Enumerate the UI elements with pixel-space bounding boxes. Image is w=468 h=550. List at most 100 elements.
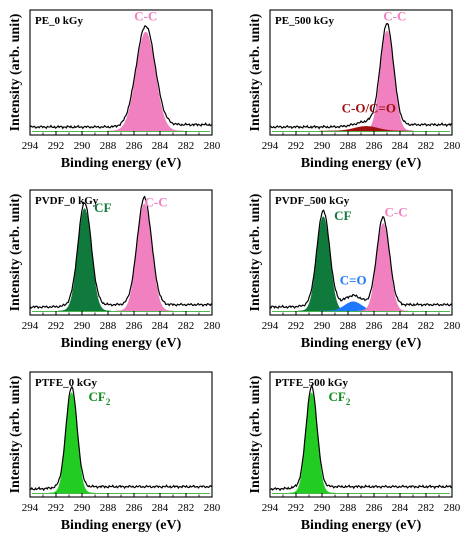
- peak-label: C-O/C=O: [342, 101, 396, 116]
- peak-label-cf2: CF2: [329, 389, 351, 407]
- x-tick-label: 286: [126, 320, 143, 332]
- peak-label-subscript: 2: [346, 397, 351, 407]
- x-tick-label: 282: [178, 502, 195, 514]
- x-tick-label: 294: [22, 502, 39, 514]
- x-tick-label: 286: [366, 502, 383, 514]
- x-tick-label: 284: [392, 140, 409, 152]
- peak-label: C-C: [134, 9, 157, 24]
- peak-fill-0: [58, 208, 111, 312]
- x-tick-label: 288: [340, 502, 357, 514]
- x-tick-label: 290: [74, 140, 91, 152]
- peak-label: C-C: [383, 9, 406, 24]
- peak-fill-0: [107, 31, 184, 132]
- x-axis-label: Binding energy (eV): [61, 336, 182, 351]
- panel-label: PE_500 kGy: [275, 15, 334, 27]
- x-tick-label: 288: [100, 502, 117, 514]
- x-tick-label: 294: [262, 502, 279, 514]
- peak-label: CF: [94, 200, 111, 215]
- y-axis-label: Intensity (arb. unit): [8, 193, 23, 311]
- x-tick-label: 290: [314, 502, 331, 514]
- peak-label-main: CF: [329, 389, 346, 404]
- plot-frame: [269, 189, 453, 316]
- x-tick-label: 290: [74, 502, 91, 514]
- x-tick-label: 284: [392, 502, 409, 514]
- peak-fill-1: [319, 126, 413, 132]
- x-tick-label: 286: [126, 502, 143, 514]
- peak-label-cf2: CF2: [89, 389, 111, 407]
- x-tick-label: 286: [366, 320, 383, 332]
- peak-label: C=O: [340, 273, 367, 288]
- y-axis-label: Intensity (arb. unit): [248, 375, 263, 493]
- x-axis-label: Binding energy (eV): [301, 156, 422, 171]
- x-tick-label: 292: [288, 320, 305, 332]
- panel-1: 294 292 290 288 286 284 282 280 Binding energy (…: [248, 9, 461, 171]
- y-axis-label: Intensity (arb. unit): [8, 13, 23, 131]
- x-tick-label: 288: [340, 140, 357, 152]
- x-tick-label: 288: [340, 320, 357, 332]
- x-tick-label: 294: [262, 140, 279, 152]
- panel-2: 294 292 290 288 286 284 282 280 Binding energy (…: [8, 189, 221, 351]
- peak-fill-0: [289, 392, 334, 494]
- y-axis-label: Intensity (arb. unit): [8, 375, 23, 493]
- panel-label: PTFE_500 kGy: [275, 377, 349, 389]
- x-tick-label: 286: [366, 140, 383, 152]
- x-tick-label: 284: [152, 140, 169, 152]
- x-tick-label: 280: [444, 502, 461, 514]
- y-axis-label: Intensity (arb. unit): [248, 13, 263, 131]
- panel-label: PE_0 kGy: [35, 15, 83, 27]
- peak-label: C-C: [385, 205, 408, 220]
- plot-frame: [29, 371, 213, 498]
- panel-4: 294 292 290 288 286 284 282 280 Binding energy (…: [8, 371, 221, 533]
- x-tick-label: 294: [22, 140, 39, 152]
- peak-label-main: CF: [89, 389, 106, 404]
- x-tick-label: 284: [152, 320, 169, 332]
- measured-curve: [269, 22, 453, 130]
- peak-fill-0: [360, 30, 414, 132]
- panel-5: 294 292 290 288 286 284 282 280 Binding energy (…: [248, 371, 461, 533]
- x-tick-label: 288: [100, 320, 117, 332]
- plot-frame: [29, 189, 213, 316]
- x-tick-label: 280: [204, 320, 221, 332]
- x-tick-label: 288: [100, 140, 117, 152]
- peak-label: C-C: [145, 194, 168, 209]
- x-tick-label: 292: [48, 140, 65, 152]
- measured-curve: [29, 385, 213, 492]
- y-axis-label: Intensity (arb. unit): [248, 193, 263, 311]
- x-tick-label: 290: [314, 140, 331, 152]
- peak-label: CF: [334, 208, 351, 223]
- panel-label: PVDF_0 kGy: [35, 195, 99, 207]
- peak-fill-1: [115, 203, 174, 312]
- x-tick-label: 294: [22, 320, 39, 332]
- peak-fill-0: [298, 216, 349, 312]
- x-tick-label: 292: [288, 140, 305, 152]
- x-tick-label: 286: [126, 140, 143, 152]
- plot-frame: [29, 9, 213, 136]
- x-tick-label: 282: [418, 140, 435, 152]
- panel-label: PTFE_0 kGy: [35, 377, 98, 389]
- measured-curve: [29, 25, 213, 130]
- x-tick-label: 280: [444, 320, 461, 332]
- peak-fill-2: [357, 223, 409, 312]
- x-tick-label: 280: [204, 502, 221, 514]
- measured-curve: [269, 209, 453, 309]
- x-axis-label: Binding energy (eV): [301, 336, 422, 351]
- x-tick-label: 280: [204, 140, 221, 152]
- plot-frame: [269, 9, 453, 136]
- x-tick-label: 292: [48, 320, 65, 332]
- x-tick-label: 292: [48, 502, 65, 514]
- x-tick-label: 290: [314, 320, 331, 332]
- panel-0: 294 292 290 288 286 284 282 280 Binding energy (…: [8, 9, 221, 171]
- panel-3: 294 292 290 288 286 284 282 280 Binding energy (…: [248, 189, 461, 351]
- plot-frame: [269, 371, 453, 498]
- x-tick-label: 282: [178, 320, 195, 332]
- measured-curve: [29, 195, 213, 309]
- x-tick-label: 280: [444, 140, 461, 152]
- x-axis-label: Binding energy (eV): [61, 518, 182, 533]
- peak-fill-0: [49, 392, 94, 494]
- x-tick-label: 284: [152, 502, 169, 514]
- x-tick-label: 282: [178, 140, 195, 152]
- x-tick-label: 290: [74, 320, 91, 332]
- x-tick-label: 292: [288, 502, 305, 514]
- x-tick-label: 284: [392, 320, 409, 332]
